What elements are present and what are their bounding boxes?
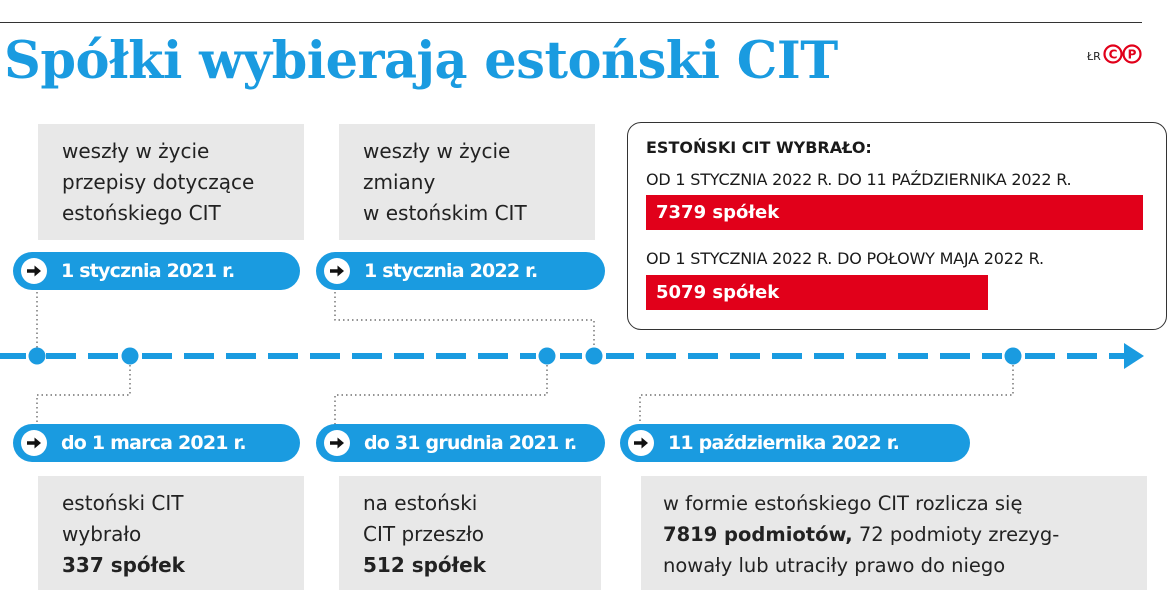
node-2021-12 bbox=[538, 347, 556, 365]
node-2022-10 bbox=[1004, 347, 1022, 365]
date-pill-2021-01: 1 stycznia 2021 r. bbox=[13, 252, 300, 290]
info-box-bar-1: 7379 spółek bbox=[646, 195, 1143, 230]
date-label: 1 stycznia 2021 r. bbox=[61, 260, 235, 282]
author-credit: ŁR bbox=[1087, 50, 1101, 63]
highlight-value: 7819 podmiotów, bbox=[663, 523, 853, 546]
date-label: do 31 grudnia 2021 r. bbox=[364, 432, 577, 454]
info-box-period-1: OD 1 STYCZNIA 2022 R. DO 11 PAŹDZIERNIKA… bbox=[646, 170, 1072, 189]
timeline-nodes bbox=[28, 347, 1022, 365]
date-pill-2021-12: do 31 grudnia 2021 r. bbox=[316, 424, 605, 462]
date-pill-2022-01: 1 stycznia 2022 r. bbox=[316, 252, 605, 290]
note-2021-12: na estoński CIT przeszło 512 spółek bbox=[339, 476, 601, 590]
info-box-bar-2: 5079 spółek bbox=[646, 275, 988, 310]
info-box-heading: ESTOŃSKI CIT WYBRAŁO: bbox=[646, 138, 872, 157]
timeline-dashes bbox=[0, 353, 1127, 359]
timeline-arrowhead bbox=[1124, 343, 1144, 369]
highlight-value: 337 spółek bbox=[62, 553, 185, 577]
arrow-right-icon bbox=[628, 430, 654, 456]
dotted-connectors bbox=[36, 292, 1014, 425]
note-2021-01: weszły w życie przepisy dotyczące estońs… bbox=[38, 124, 304, 240]
note-2022-10: w formie estońskiego CIT rozlicza się 78… bbox=[641, 476, 1147, 590]
arrow-right-icon bbox=[324, 430, 350, 456]
top-rule bbox=[0, 22, 1142, 23]
node-2021-03 bbox=[121, 347, 139, 365]
cp-logo-icon: C P bbox=[1103, 44, 1142, 64]
node-2022-01 bbox=[585, 347, 603, 365]
node-2021-01 bbox=[28, 347, 46, 365]
date-label: 11 października 2022 r. bbox=[668, 432, 900, 454]
date-label: 1 stycznia 2022 r. bbox=[364, 260, 538, 282]
arrow-right-icon bbox=[21, 430, 47, 456]
date-pill-2021-03: do 1 marca 2021 r. bbox=[13, 424, 300, 462]
arrow-right-icon bbox=[324, 258, 350, 284]
svg-text:C: C bbox=[1109, 48, 1118, 62]
page-title: Spółki wybierają estoński CIT bbox=[4, 31, 838, 91]
note-2021-03: estoński CIT wybrało 337 spółek bbox=[38, 476, 304, 590]
arrow-right-icon bbox=[21, 258, 47, 284]
svg-text:P: P bbox=[1128, 48, 1137, 62]
note-2022-01: weszły w życie zmiany w estońskim CIT bbox=[339, 124, 595, 240]
highlight-value: 512 spółek bbox=[363, 553, 486, 577]
date-label: do 1 marca 2021 r. bbox=[61, 432, 247, 454]
date-pill-2022-10: 11 października 2022 r. bbox=[620, 424, 970, 462]
info-box-period-2: OD 1 STYCZNIA 2022 R. DO POŁOWY MAJA 202… bbox=[646, 249, 1044, 268]
